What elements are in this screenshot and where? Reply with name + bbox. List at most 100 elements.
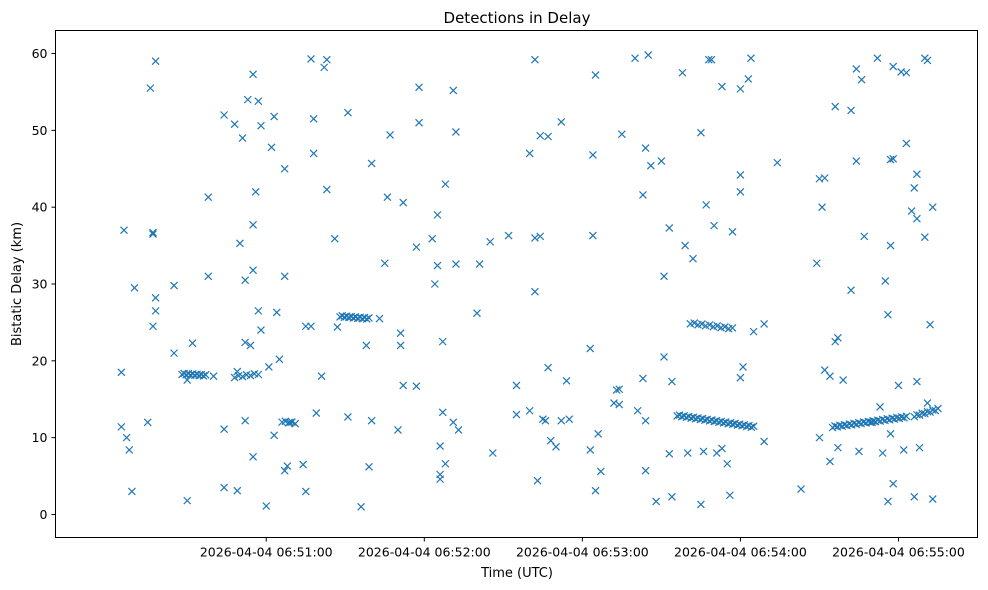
x-axis-ticks: 2026-04-04 06:51:00 2026-04-04 06:52:00 20…	[200, 537, 965, 560]
detection-marker	[149, 228, 157, 237]
detection-marker	[747, 423, 756, 432]
detection-marker	[736, 373, 745, 382]
detection-marker	[151, 293, 160, 302]
detection-marker	[889, 154, 898, 163]
detection-marker	[744, 74, 753, 83]
detection-marker	[204, 272, 213, 281]
detection-marker	[852, 157, 861, 166]
detection-marker	[536, 232, 545, 241]
detection-marker	[249, 220, 257, 229]
detection-marker	[241, 338, 250, 347]
detection-marker	[557, 416, 566, 425]
detection-marker	[275, 355, 284, 364]
detection-marker	[646, 161, 655, 170]
detection-marker	[915, 443, 924, 452]
detection-marker	[343, 412, 352, 421]
detection-marker	[262, 502, 271, 510]
detection-marker	[238, 134, 247, 142]
detection-marker	[512, 410, 521, 419]
detection-marker	[923, 56, 932, 65]
detection-marker	[257, 326, 265, 335]
detection-marker	[531, 287, 539, 296]
detection-marker	[280, 272, 289, 281]
detection-marker	[428, 234, 437, 243]
detection-marker	[820, 174, 829, 182]
detection-marker	[855, 447, 863, 456]
detection-marker	[588, 231, 597, 240]
detection-marker	[127, 487, 136, 496]
detection-marker	[689, 254, 697, 263]
detection-marker	[235, 239, 244, 248]
detection-marker	[812, 259, 821, 268]
detection-marker	[831, 102, 840, 111]
detection-marker	[667, 377, 676, 386]
detection-marker	[264, 363, 273, 371]
detection-marker	[705, 321, 714, 329]
detection-marker	[270, 112, 279, 121]
detection-marker	[309, 114, 318, 123]
detection-marker	[330, 234, 339, 243]
detection-marker	[652, 497, 661, 506]
detection-marker	[475, 260, 484, 268]
detection-marker	[365, 314, 373, 322]
detection-marker	[710, 221, 718, 230]
detection-marker	[451, 260, 460, 268]
detection-marker	[412, 382, 421, 391]
detection-marker	[396, 341, 405, 350]
detection-marker	[557, 117, 566, 126]
detection-marker	[544, 363, 553, 372]
detection-marker	[504, 231, 513, 240]
detection-marker	[291, 419, 300, 428]
detection-marker	[204, 193, 213, 202]
detection-marker	[815, 433, 824, 442]
detection-marker	[117, 422, 126, 431]
detection-marker	[739, 363, 747, 371]
detection-marker	[241, 276, 250, 285]
detection-marker	[725, 491, 734, 500]
detection-marker	[436, 470, 445, 479]
y-tick-label: 20	[32, 353, 48, 368]
detection-marker	[644, 51, 653, 60]
detection-marker	[797, 485, 805, 494]
detection-marker	[718, 444, 726, 453]
detection-marker	[928, 495, 937, 504]
detection-marker	[322, 185, 331, 194]
detection-marker	[307, 54, 315, 63]
detection-marker	[681, 241, 690, 250]
detection-marker	[631, 54, 639, 63]
detection-marker	[120, 226, 128, 235]
detection-marker	[720, 323, 729, 331]
detection-marker	[923, 399, 932, 407]
detection-marker	[333, 323, 342, 331]
y-tick-label: 30	[32, 277, 48, 292]
x-tick-label: 2026-04-04 06:53:00	[516, 545, 649, 560]
chart-title: Detections in Delay	[444, 9, 591, 27]
detection-marker	[633, 406, 642, 415]
detection-marker	[696, 128, 705, 137]
detection-marker	[473, 309, 481, 318]
detection-marker	[749, 422, 758, 431]
detection-marker	[546, 436, 555, 445]
detection-marker	[696, 500, 705, 509]
detection-marker	[362, 341, 371, 350]
detection-marker	[246, 341, 255, 350]
detection-marker	[272, 308, 281, 317]
detection-marker	[125, 446, 134, 454]
detection-marker	[151, 57, 160, 66]
detection-marker	[902, 412, 911, 421]
detection-marker	[436, 442, 445, 451]
detection-marker	[586, 446, 595, 454]
detection-marker	[486, 237, 495, 246]
detection-marker	[678, 68, 687, 77]
x-axis-label: Time (UTC)	[480, 566, 553, 581]
detection-marker	[533, 476, 542, 485]
x-tick-label: 2026-04-04 06:55:00	[832, 545, 965, 560]
detection-marker	[617, 130, 626, 139]
detection-marker	[362, 315, 371, 323]
y-axis-label: Bistatic Delay (km)	[10, 222, 25, 346]
detection-marker	[894, 381, 903, 390]
detection-marker	[884, 497, 892, 506]
y-tick-label: 0	[40, 507, 48, 522]
detection-marker	[201, 370, 210, 379]
detection-marker	[749, 327, 758, 336]
